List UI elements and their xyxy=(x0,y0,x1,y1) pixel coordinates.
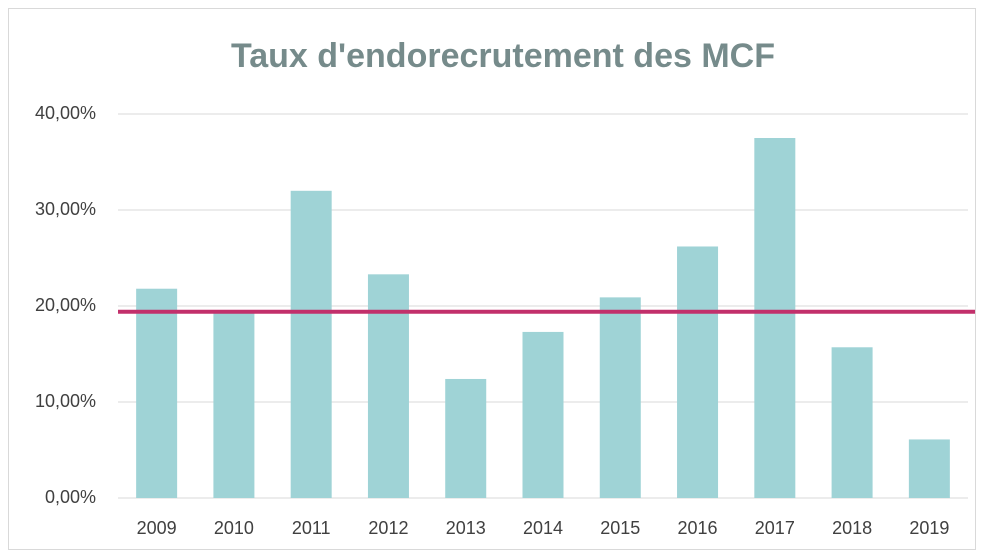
bar xyxy=(599,297,641,498)
bar xyxy=(831,347,873,498)
y-tick-label: 20,00% xyxy=(35,295,96,315)
x-tick-label: 2014 xyxy=(523,518,563,538)
x-tick-label: 2016 xyxy=(678,518,718,538)
x-tick-label: 2018 xyxy=(832,518,872,538)
bar xyxy=(213,311,255,498)
bar xyxy=(754,138,796,498)
bar xyxy=(677,246,719,498)
x-tick-label: 2011 xyxy=(292,518,331,538)
bar xyxy=(290,190,332,499)
y-tick-label: 40,00% xyxy=(35,103,96,123)
bar xyxy=(908,439,950,498)
x-tick-label: 2013 xyxy=(446,518,486,538)
bar xyxy=(367,274,409,498)
y-tick-label: 30,00% xyxy=(35,199,96,219)
x-tick-label: 2010 xyxy=(214,518,254,538)
x-tick-label: 2015 xyxy=(600,518,640,538)
chart-title: Taux d'endorecrutement des MCF xyxy=(231,37,775,75)
x-tick-label: 2009 xyxy=(137,518,177,538)
y-tick-label: 10,00% xyxy=(35,391,96,411)
bar xyxy=(522,331,564,498)
x-tick-label: 2012 xyxy=(368,518,408,538)
x-tick-label: 2017 xyxy=(755,518,795,538)
bar xyxy=(445,378,487,498)
x-tick-label: 2019 xyxy=(909,518,949,538)
bar xyxy=(136,288,178,498)
y-tick-label: 0,00% xyxy=(45,487,96,507)
